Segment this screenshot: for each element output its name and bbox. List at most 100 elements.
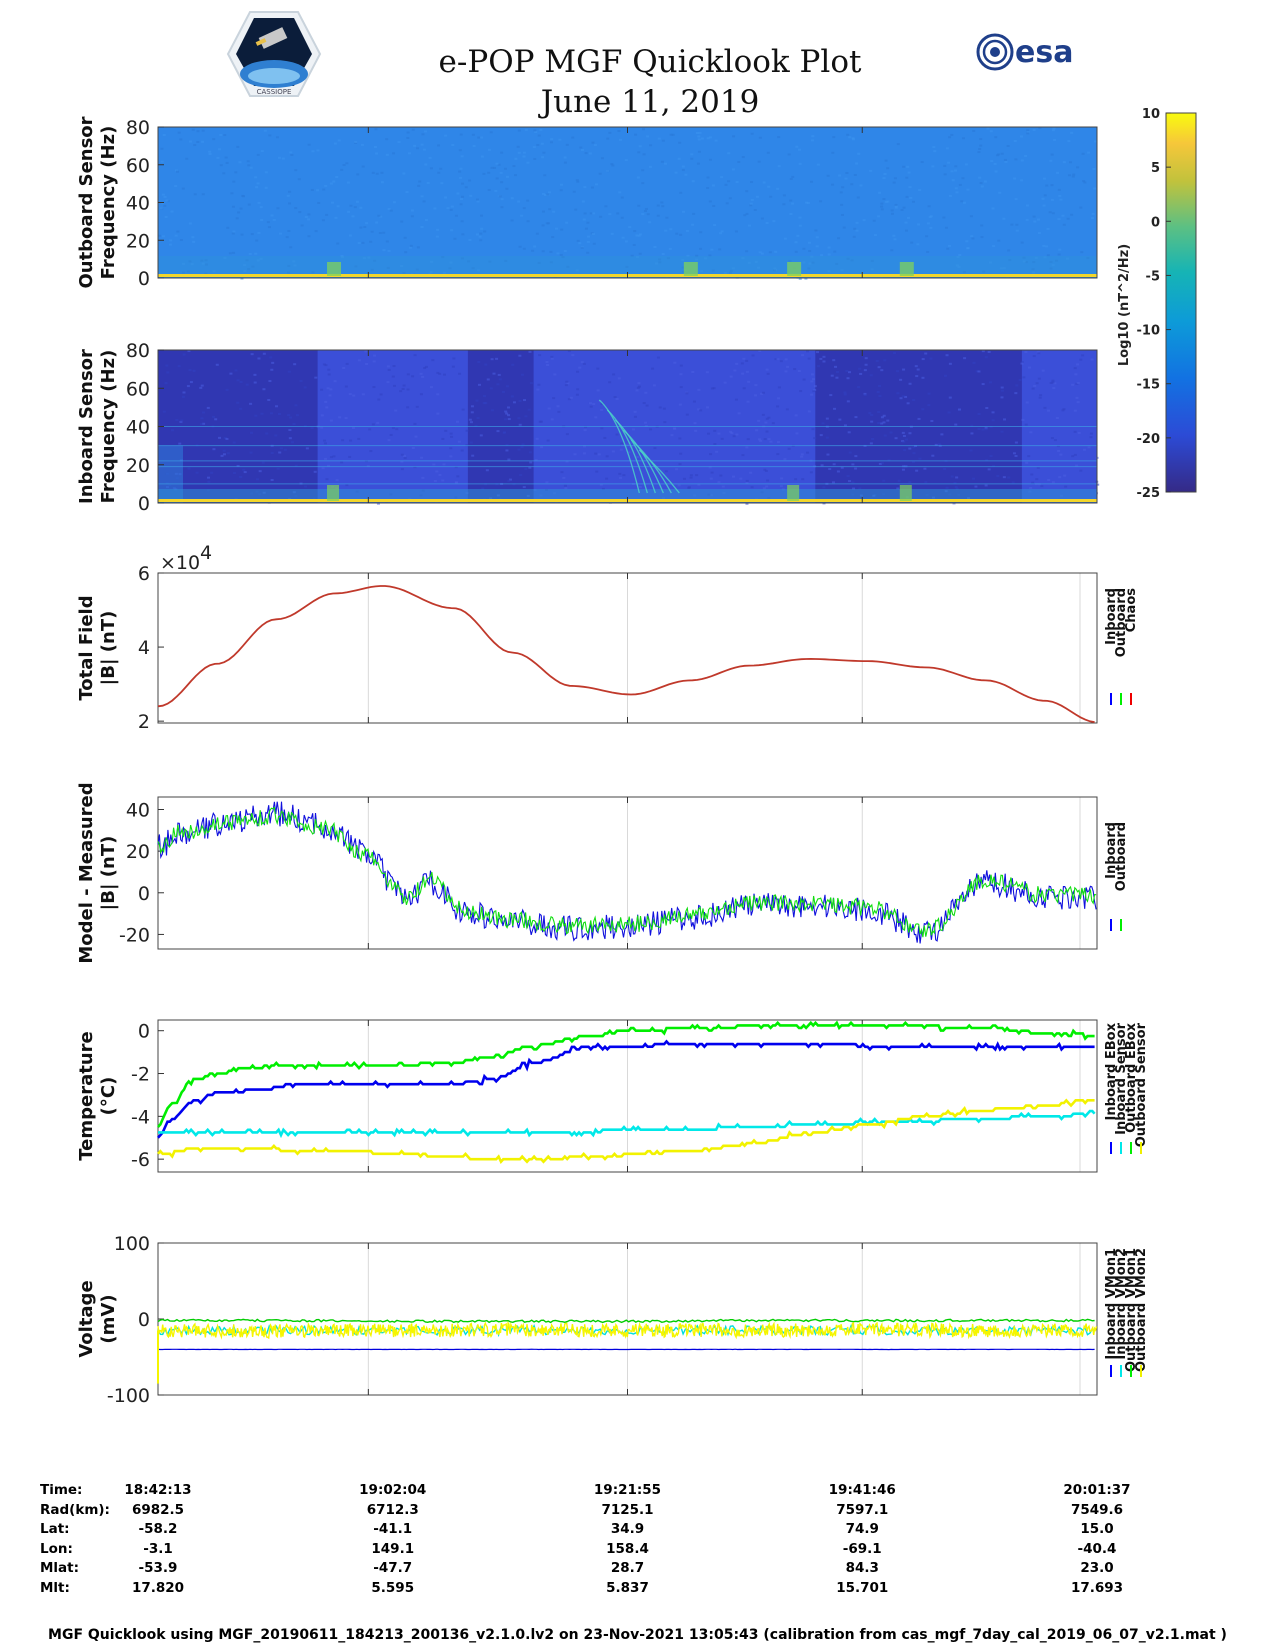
colorbar-tick: 0 (1151, 215, 1160, 230)
outboard-spectrogram-noise (300, 224, 304, 227)
inboard-spectrogram-noise (507, 418, 511, 421)
inboard-spectrogram-whistler (614, 419, 656, 494)
inboard-spectrogram-noise (310, 427, 314, 430)
outboard-spectrogram-noise (986, 127, 990, 130)
outboard-spectrogram-noise (890, 212, 894, 215)
total-field-legend-label: Chaos (1124, 588, 1139, 632)
outboard-spectrogram-noise (317, 201, 321, 204)
inboard-spectrogram-noise (710, 387, 714, 390)
inboard-spectrogram-noise (832, 481, 836, 484)
outboard-spectrogram-noise (310, 188, 314, 191)
inboard-spectrogram-noise (1033, 384, 1037, 387)
outboard-spectrogram-noise (638, 252, 642, 255)
outboard-spectrogram-noise (459, 203, 463, 206)
inboard-spectrogram-noise (1012, 452, 1016, 455)
inboard-spectrogram-noise (806, 350, 810, 353)
temperature-ytick: 0 (138, 1021, 150, 1043)
inboard-spectrogram-noise (270, 452, 274, 455)
outboard-spectrogram-noise (461, 195, 465, 198)
inboard-spectrogram-noise (691, 371, 695, 374)
inboard-spectrogram-noise (739, 477, 743, 480)
inboard-spectrogram-noise (189, 381, 193, 384)
inboard-spectrogram-noise (455, 420, 459, 423)
inboard-spectrogram-noise (192, 369, 196, 372)
outboard-spectrogram-noise (246, 160, 250, 163)
inboard-spectrogram-noise (662, 407, 666, 410)
outboard-spectrogram-noise (510, 197, 514, 200)
outboard-spectrogram-noise (410, 215, 414, 218)
outboard-spectrogram-noise (545, 222, 549, 225)
inboard-spectrogram-noise (389, 433, 393, 436)
inboard-spectrogram-noise (854, 467, 858, 470)
outboard-spectrogram-noise (827, 270, 831, 273)
outboard-spectrogram-noise (1086, 257, 1090, 260)
inboard-spectrogram-noise (981, 383, 985, 386)
outboard-spectrogram-noise (281, 157, 285, 160)
outboard-spectrogram-noise (955, 264, 959, 267)
outboard-spectrogram-noise (743, 214, 747, 217)
inboard-spectrogram-whistler (622, 429, 664, 494)
outboard-spectrogram-noise (444, 134, 448, 137)
outboard-spectrogram-noise (361, 165, 365, 168)
outboard-spectrogram-noise (524, 128, 528, 131)
outboard-spectrogram-noise (342, 164, 346, 167)
outboard-spectrogram-noise (1053, 138, 1057, 141)
inboard-spectrogram-noise (846, 475, 850, 478)
inboard-spectrogram-noise (566, 382, 570, 385)
outboard-spectrogram-noise (656, 214, 660, 217)
inboard-spectrogram-noise (652, 384, 656, 387)
inboard-spectrogram-noise (270, 478, 274, 481)
inboard-spectrogram-noise (1071, 455, 1075, 458)
inboard-spectrogram-noise (406, 406, 410, 409)
outboard-spectrogram-noise (1015, 229, 1019, 232)
inboard-spectrogram-noise (262, 388, 266, 391)
inboard-spectrogram-noise (539, 420, 543, 423)
inboard-spectrogram-noise (1061, 409, 1065, 412)
outboard-spectrogram-noise (841, 186, 845, 189)
inboard-spectrogram-noise (599, 483, 603, 486)
outboard-spectrogram-noise (957, 265, 961, 268)
outboard-spectrogram-noise (972, 129, 976, 132)
inboard-spectrogram-noise (242, 468, 246, 471)
inboard-spectrogram-noise (212, 448, 216, 451)
outboard-spectrogram-noise (711, 184, 715, 187)
inboard-spectrogram-noise (288, 437, 292, 440)
outboard-spectrogram-noise (459, 167, 463, 170)
outboard-spectrogram-noise (704, 257, 708, 260)
inboard-spectrogram-noise (765, 430, 769, 433)
inboard-spectrogram-noise (914, 365, 918, 368)
outboard-spectrogram-noise (478, 235, 482, 238)
outboard-spectrogram-noise (1083, 181, 1087, 184)
inboard-spectrogram-noise (897, 479, 901, 482)
inboard-spectrogram-noise (1079, 358, 1083, 361)
outboard-spectrogram-noise (625, 265, 629, 268)
outboard-spectrogram-noise (699, 231, 703, 234)
inboard-spectrogram-noise (937, 443, 941, 446)
outboard-spectrogram-noise (272, 218, 276, 221)
outboard-spectrogram-noise (848, 136, 852, 139)
outboard-spectrogram-noise (674, 171, 678, 174)
outboard-spectrogram-noise (354, 141, 358, 144)
inboard-spectrogram-noise (930, 419, 934, 422)
inboard-spectrogram-noise (529, 461, 533, 464)
inboard-spectrogram-noise (512, 401, 516, 404)
outboard-spectrogram-noise (970, 235, 974, 238)
inboard-spectrogram-noise (1020, 362, 1024, 365)
outboard-spectrogram-noise (962, 201, 966, 204)
inboard-spectrogram-noise (341, 439, 345, 442)
inboard-spectrogram-noise (795, 432, 799, 435)
inboard-spectrogram-noise (637, 382, 641, 385)
outboard-spectrogram-noise (893, 238, 897, 241)
outboard-spectrogram-noise (1090, 217, 1094, 220)
outboard-spectrogram-noise (541, 210, 545, 213)
inboard-spectrogram-noise (479, 434, 483, 437)
inboard-spectrogram-noise (329, 456, 333, 459)
outboard-spectrogram-noise (225, 161, 229, 164)
outboard-spectrogram-noise (971, 237, 975, 240)
outboard-spectrogram-noise (400, 220, 404, 223)
inboard-spectrogram-noise (565, 460, 569, 463)
outboard-spectrogram-noise (1058, 248, 1062, 251)
outboard-spectrogram-noise (807, 267, 811, 270)
outboard-spectrogram-noise (1037, 232, 1041, 235)
outboard-spectrogram-noise (798, 277, 802, 280)
